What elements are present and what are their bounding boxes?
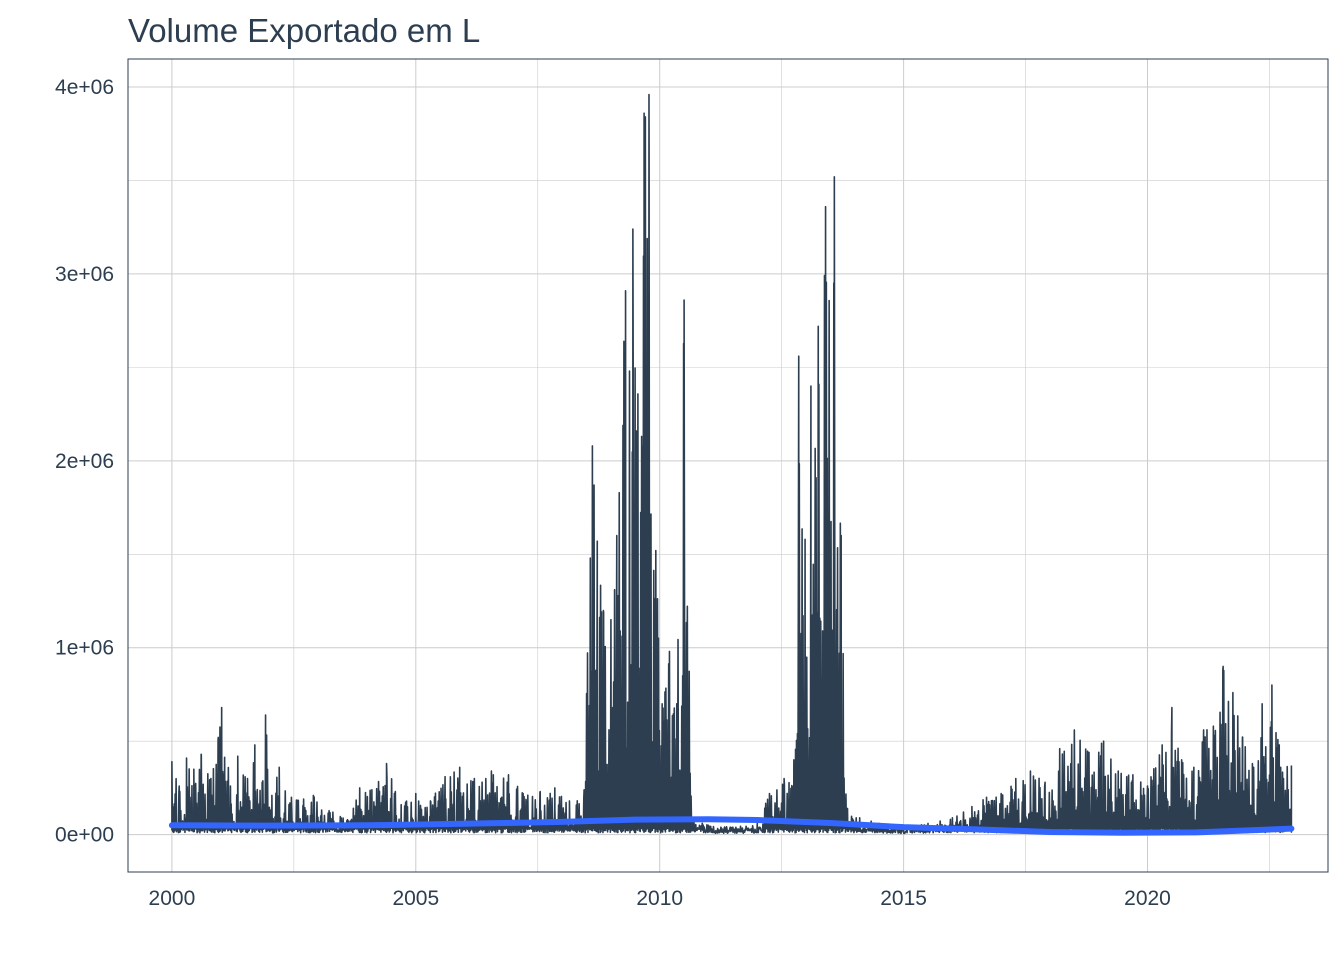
gridlines <box>128 59 1328 872</box>
y-tick-label: 4e+06 <box>55 76 114 99</box>
x-tick-label: 2005 <box>392 887 439 910</box>
series-volume <box>171 93 1293 835</box>
series-trend <box>168 816 1295 836</box>
axes: 0e+00 1e+06 2e+06 3e+06 4e+06 2000 2005 2010 201… <box>55 76 1171 910</box>
plot-panel-border <box>127 58 1329 873</box>
y-tick-label: 2e+06 <box>55 450 114 473</box>
x-tick-label: 2020 <box>1124 887 1171 910</box>
volume-line <box>171 93 1293 835</box>
y-tick-label: 3e+06 <box>55 263 114 286</box>
x-tick-label: 2015 <box>880 887 927 910</box>
x-tick-label: 2000 <box>149 887 196 910</box>
x-tick-label: 2010 <box>636 887 683 910</box>
y-tick-label: 1e+06 <box>55 637 114 660</box>
y-tick-label: 0e+00 <box>55 824 114 847</box>
trend-line <box>168 816 1295 836</box>
chart-title: Volume Exportado em L <box>128 12 481 49</box>
